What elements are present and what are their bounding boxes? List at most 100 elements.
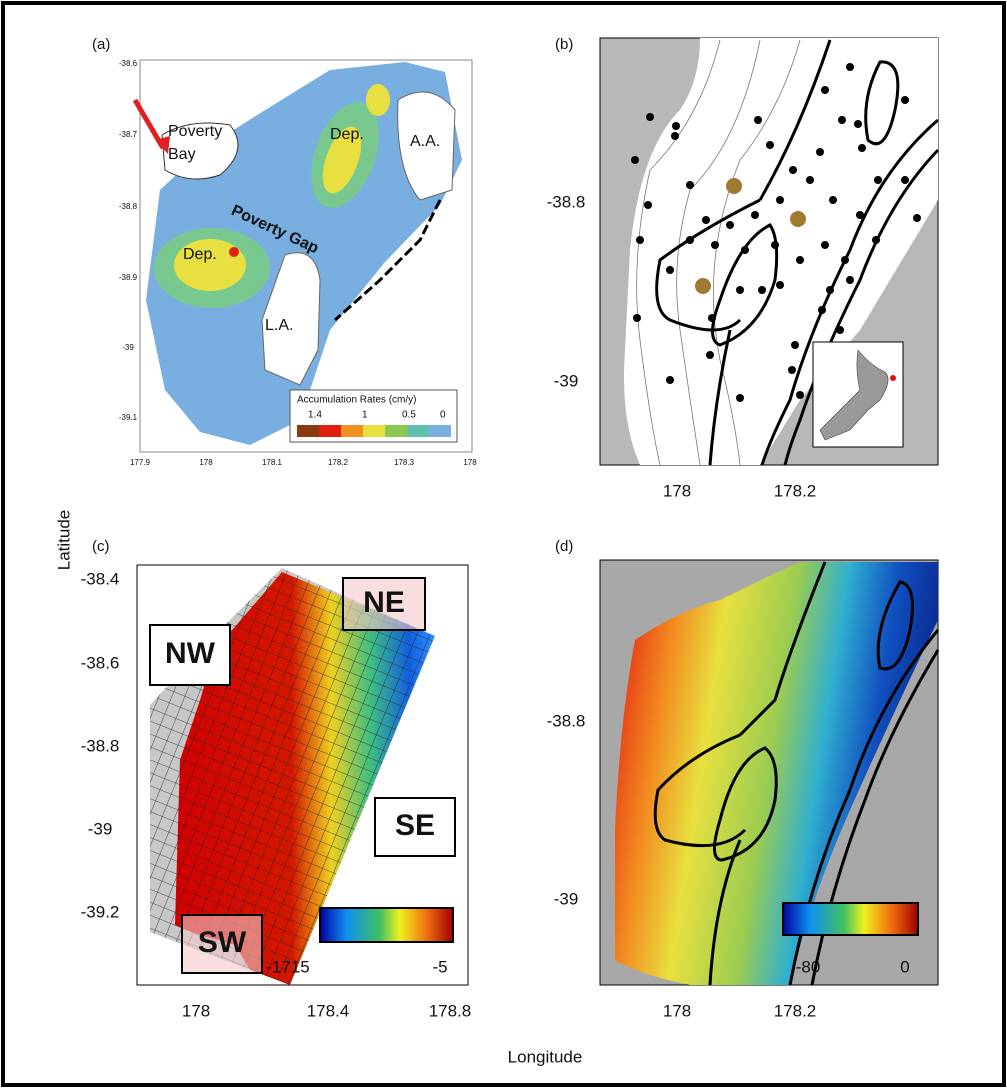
contour-bold <box>711 223 779 347</box>
station <box>836 326 844 334</box>
y-tick-label: -38.6 <box>119 59 138 68</box>
station <box>913 214 921 222</box>
contour-bold <box>864 60 900 146</box>
x-tick-label: 178.4 <box>307 1001 350 1020</box>
colorbar-label: 0 <box>900 957 909 976</box>
station <box>789 166 797 174</box>
station <box>816 148 824 156</box>
panel-d: -80 0 (d) -38.8 -39 178 178.2 <box>547 538 940 1020</box>
station <box>829 196 837 204</box>
region-label: SW <box>198 926 247 959</box>
station <box>821 86 829 94</box>
core-site <box>790 211 806 227</box>
station <box>636 236 644 244</box>
contour <box>712 39 801 466</box>
y-tick-label: -39 <box>122 343 134 352</box>
x-tick-label: 178 <box>182 1001 210 1020</box>
contour-bold <box>876 580 914 671</box>
panel-c: NE NW SE SW -1715 -5 (c) -38.4 -38.6 -38… <box>81 538 472 1021</box>
colorbar-label: -1715 <box>266 957 309 976</box>
station <box>818 306 826 314</box>
station <box>751 211 759 219</box>
station <box>726 221 734 229</box>
x-tick-label: 178 <box>663 1001 691 1020</box>
station <box>854 120 862 128</box>
y-tick-label: -39 <box>88 819 113 838</box>
station <box>666 266 674 274</box>
panel-label: (a) <box>92 36 110 53</box>
x-tick-label: 178.3 <box>394 458 415 467</box>
station <box>754 116 762 124</box>
new-zealand <box>819 349 889 441</box>
panel-b: (b) -38.8 -39 178 178.2 <box>547 36 940 500</box>
poverty-bay-coast <box>161 122 239 180</box>
station <box>856 211 864 219</box>
panel-a: (a) Poverty Bay Poverty Gap Dep. Dep. A.… <box>92 36 477 467</box>
annotation: Poverty <box>168 123 222 140</box>
legend-label: 1.4 <box>308 410 322 421</box>
annotation: A.A. <box>410 133 440 150</box>
contour-bold <box>738 561 827 737</box>
region-box <box>374 797 456 857</box>
station <box>644 201 652 209</box>
annotation: Dep. <box>330 126 364 143</box>
legend-label: 1 <box>362 410 368 421</box>
region-label: NE <box>363 586 405 619</box>
region-box <box>181 914 263 974</box>
y-tick-label: -38.8 <box>119 202 138 211</box>
sea <box>624 38 938 465</box>
panel-label: (c) <box>92 538 110 555</box>
legend-label: 0 <box>440 410 446 421</box>
station <box>791 341 799 349</box>
station <box>736 394 744 402</box>
station <box>766 141 774 149</box>
station <box>771 241 779 249</box>
legend-title: Accumulation Rates (cm/y) <box>297 395 416 406</box>
depocentre <box>174 239 246 291</box>
colorbar <box>319 907 454 943</box>
colorbar-label: -80 <box>796 957 821 976</box>
contour <box>636 39 721 466</box>
station <box>758 286 766 294</box>
legend-label: 0.5 <box>402 410 416 421</box>
station <box>858 144 866 152</box>
station <box>821 241 829 249</box>
colorbar-label: -5 <box>432 957 447 976</box>
aa-area <box>397 91 456 201</box>
y-tick-label: -38.6 <box>81 653 120 672</box>
station <box>901 176 909 184</box>
arrow-head <box>155 136 170 154</box>
station <box>686 236 694 244</box>
y-tick-label: -39.2 <box>81 902 120 921</box>
region-box <box>342 577 426 631</box>
station <box>671 132 679 140</box>
x-axis-title: Longitude <box>508 1047 583 1066</box>
station <box>686 181 694 189</box>
depocentre <box>366 84 390 116</box>
y-tick-label: -38.8 <box>547 711 586 730</box>
x-tick-label: 178 <box>663 481 691 500</box>
colorbar <box>782 902 919 936</box>
station <box>666 376 674 384</box>
station <box>702 216 710 224</box>
depocentre-peak <box>229 247 239 257</box>
la-area <box>261 252 321 386</box>
y-axis-title: Latitude <box>54 510 73 571</box>
panel-label: (b) <box>555 36 573 53</box>
y-tick-label: -38.4 <box>81 569 120 588</box>
station <box>838 116 846 124</box>
contour-bold <box>708 329 732 466</box>
station <box>841 256 849 264</box>
annotation: Dep. <box>183 246 217 263</box>
depocentre <box>322 126 362 194</box>
x-tick-label: 178 <box>199 458 213 467</box>
x-tick-label: 178.1 <box>262 458 283 467</box>
y-tick-label: -39 <box>554 889 579 908</box>
region-box <box>149 624 231 686</box>
station <box>796 256 804 264</box>
station <box>711 241 719 249</box>
station <box>846 276 854 284</box>
x-tick-label: 178.2 <box>774 481 817 500</box>
station <box>826 286 834 294</box>
